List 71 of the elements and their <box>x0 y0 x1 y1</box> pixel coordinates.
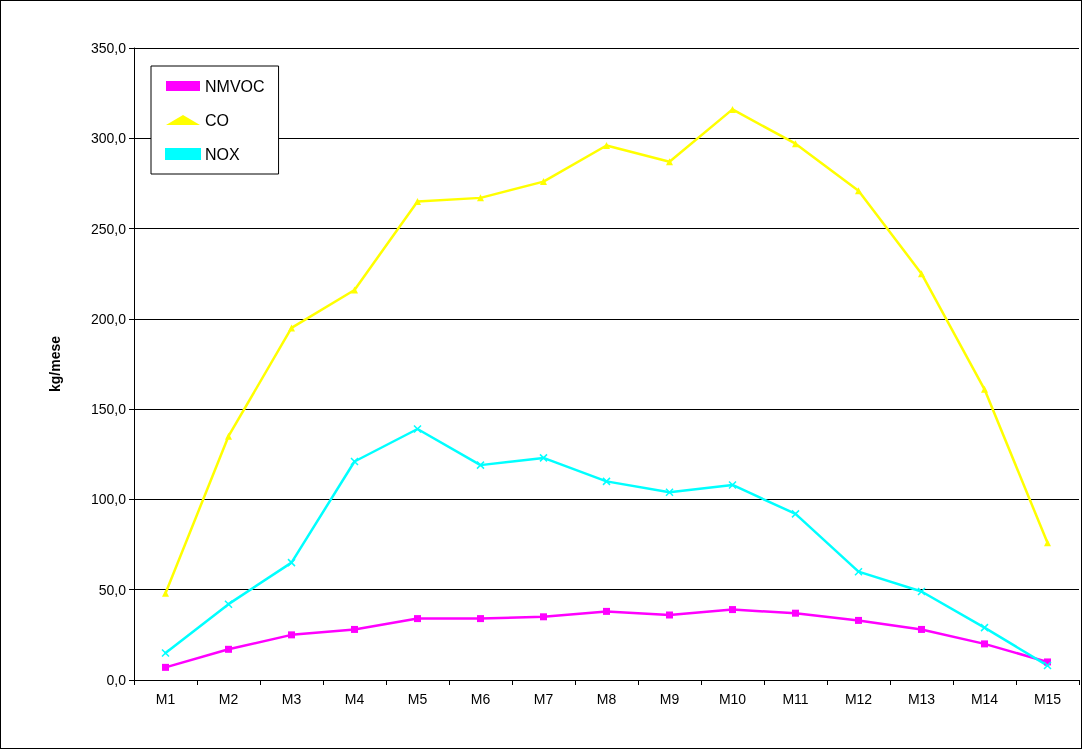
point <box>162 663 169 671</box>
y-tick-label: 250,0 <box>90 220 127 237</box>
point <box>855 187 862 195</box>
x-tick-label: M12 <box>844 691 873 707</box>
point <box>1043 661 1052 670</box>
point <box>288 324 295 332</box>
point <box>729 606 736 614</box>
x-tick-label: M9 <box>659 691 680 707</box>
point <box>287 558 296 567</box>
point <box>728 480 737 490</box>
x-tick-label: M3 <box>281 691 302 707</box>
point <box>414 197 421 205</box>
x-tick-label: M5 <box>407 691 428 707</box>
point <box>666 611 673 619</box>
legend-label: CO <box>205 111 229 129</box>
x-tick-label: M14 <box>970 691 999 707</box>
x-tick-label: M15 <box>1033 691 1062 707</box>
point <box>225 645 232 653</box>
point <box>539 453 548 463</box>
point <box>918 625 925 633</box>
x-tick-label: M13 <box>907 691 936 707</box>
point <box>666 158 673 166</box>
legend-label: NOX <box>205 145 240 163</box>
y-tick-label: 200,0 <box>90 310 127 327</box>
y-tick-label: 300,0 <box>90 130 127 147</box>
point <box>540 613 547 621</box>
x-tick-label: M1 <box>155 691 176 707</box>
point <box>981 385 988 393</box>
point <box>981 640 988 648</box>
point <box>413 424 422 434</box>
point <box>224 599 233 609</box>
point <box>477 615 484 623</box>
legend-label: NMVOC <box>205 77 265 95</box>
point <box>791 509 800 519</box>
y-tick-label: 0,0 <box>106 672 127 688</box>
y-tick-label: 50,0 <box>98 581 127 598</box>
x-tick-label: M6 <box>470 691 491 707</box>
point <box>476 460 485 470</box>
point <box>603 142 610 150</box>
x-tick-label: M7 <box>533 691 554 707</box>
point <box>414 615 421 623</box>
point <box>161 648 170 658</box>
point <box>855 616 862 624</box>
x-tick-label: M11 <box>782 691 809 707</box>
point <box>980 623 989 632</box>
x-tick-label: M2 <box>218 691 239 707</box>
y-axis-title: kg/mese <box>47 335 63 393</box>
x-tick-label: M8 <box>596 691 617 707</box>
y-tick-label: 150,0 <box>90 401 127 418</box>
x-tick-label: M10 <box>718 691 747 707</box>
point <box>665 487 674 497</box>
point <box>162 589 169 597</box>
point <box>1044 539 1051 547</box>
point <box>792 609 799 617</box>
point <box>854 567 863 576</box>
point <box>603 607 610 615</box>
y-tick-label: 350,0 <box>90 40 127 56</box>
point <box>917 587 926 596</box>
point <box>351 625 358 633</box>
point <box>288 631 295 639</box>
y-tick-label: 100,0 <box>90 491 127 508</box>
point <box>918 270 925 278</box>
point <box>602 477 611 486</box>
point <box>477 194 484 202</box>
point <box>792 140 799 148</box>
point <box>351 286 358 294</box>
point <box>729 105 736 113</box>
x-tick-label: M4 <box>344 691 365 707</box>
point <box>350 457 359 466</box>
point <box>225 432 232 440</box>
point <box>540 178 547 186</box>
